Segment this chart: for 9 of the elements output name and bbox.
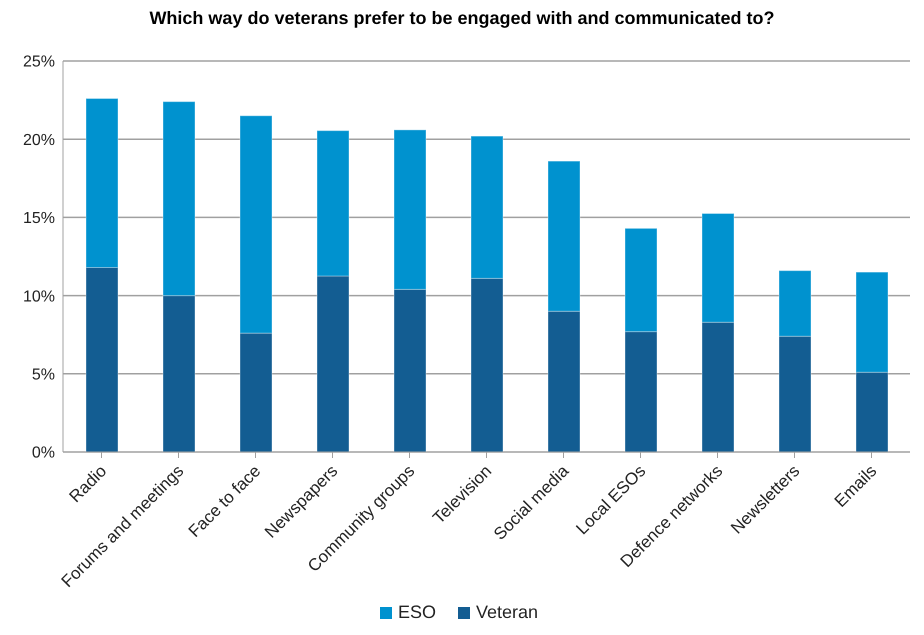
y-tick-label: 0% bbox=[32, 444, 55, 462]
y-tick-label: 5% bbox=[32, 366, 55, 384]
y-tick-label: 10% bbox=[22, 288, 55, 306]
legend-label: ESO bbox=[396, 602, 436, 623]
y-tick-label: 20% bbox=[22, 132, 55, 149]
y-tick-label: 15% bbox=[22, 210, 55, 228]
y-tick-label: 25% bbox=[22, 54, 55, 71]
legend-label: Veteran bbox=[474, 602, 538, 623]
chart-title: Which way do veterans prefer to be engaged with and communicated to? bbox=[148, 8, 776, 29]
